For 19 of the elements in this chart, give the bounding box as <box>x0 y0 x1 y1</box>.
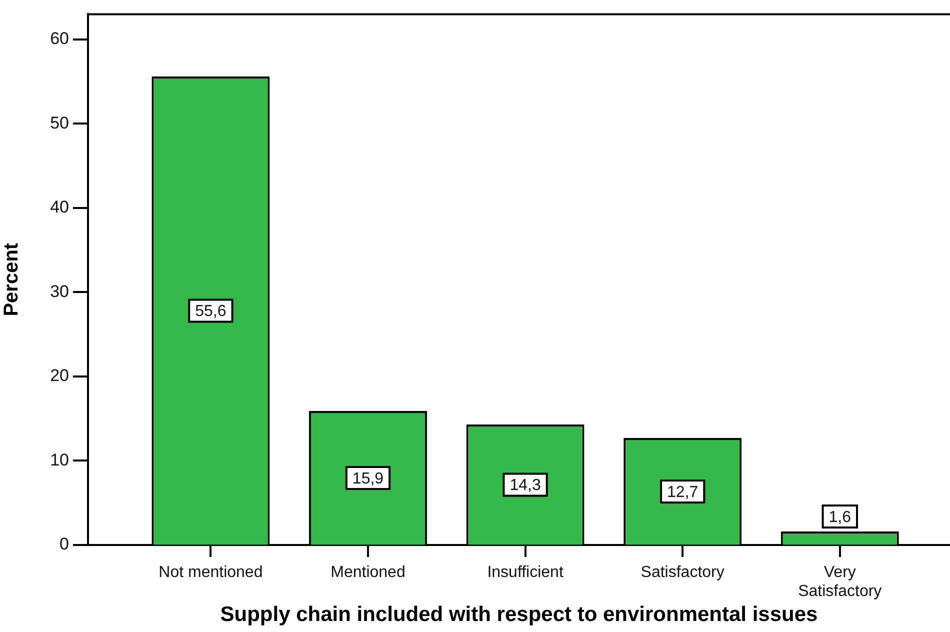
data-label: 1,6 <box>828 508 852 526</box>
y-tick-label: 20 <box>50 366 69 386</box>
x-tick-label: Insufficient <box>487 564 564 582</box>
y-tick-label: 30 <box>50 282 69 301</box>
x-tick-label: Mentioned <box>330 564 406 582</box>
y-tick-label: 60 <box>50 29 69 48</box>
x-tick-label: Not mentioned <box>158 564 263 582</box>
y-tick-label: 10 <box>50 450 69 470</box>
y-tick-label: 0 <box>60 534 69 554</box>
y-axis-title: Percent <box>0 242 23 316</box>
data-label: 14,3 <box>510 477 541 494</box>
y-tick-label: 40 <box>50 198 69 217</box>
x-tick-label: Very Satisfactory <box>798 564 882 600</box>
x-tick-label: Satisfactory <box>640 564 724 582</box>
data-label: 15,9 <box>352 470 384 488</box>
x-axis-title: Supply chain included with respect to environmental issues <box>220 603 818 626</box>
data-label: 55,6 <box>195 303 226 320</box>
y-tick-label: 50 <box>50 113 69 132</box>
data-label: 12,7 <box>667 484 698 501</box>
